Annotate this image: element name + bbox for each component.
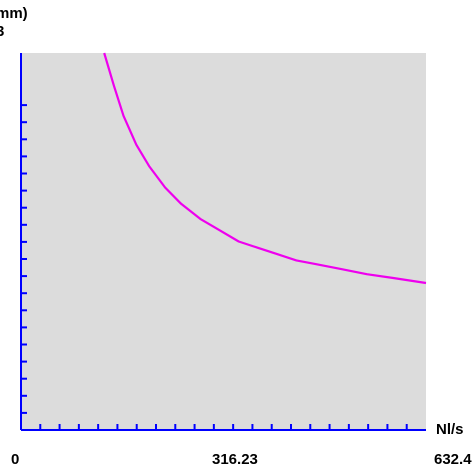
y-axis-label-line-2: 3 xyxy=(0,23,5,40)
series-layer xyxy=(103,52,427,285)
x-tick-label-0: 0 xyxy=(11,451,20,468)
x-axis-label: Nl/s xyxy=(436,421,464,438)
axes xyxy=(20,53,426,431)
series-line-0 xyxy=(103,52,427,285)
plot-area xyxy=(21,53,426,430)
x-tick-label-316: 316.23 xyxy=(212,451,258,468)
x-tick-label-632: 632.4 xyxy=(434,451,472,468)
y-axis-label-line-1: mm) xyxy=(0,5,28,22)
